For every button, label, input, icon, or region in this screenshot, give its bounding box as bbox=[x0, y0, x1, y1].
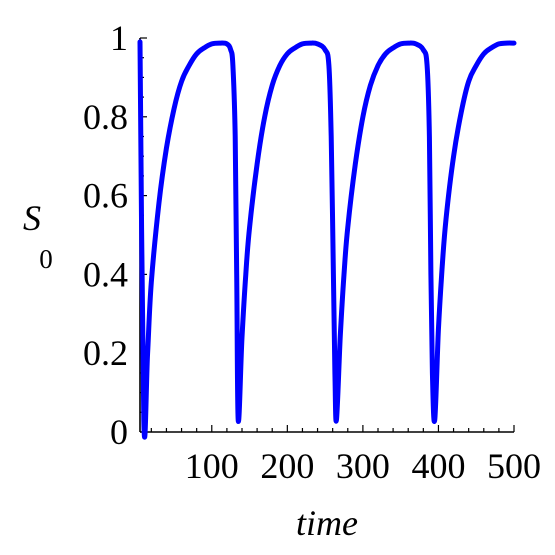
x-tick-labels: 100 200 300 400 500 bbox=[185, 446, 541, 486]
x-tick-label: 200 bbox=[260, 446, 314, 486]
y-tick-label: 0.4 bbox=[83, 254, 128, 294]
y-axis-title: S bbox=[23, 198, 41, 238]
x-axis-ticks bbox=[150, 425, 515, 432]
series-line-0 bbox=[137, 39, 517, 440]
x-tick-label: 100 bbox=[185, 446, 239, 486]
y-tick-label: 0.8 bbox=[83, 97, 128, 137]
series-layer bbox=[137, 39, 517, 440]
y-axis-title-subscript: 0 bbox=[39, 244, 53, 274]
y-tick-label: 0.6 bbox=[83, 176, 128, 216]
x-tick-label: 500 bbox=[487, 446, 541, 486]
y-tick-labels: 0 0.2 0.4 0.6 0.8 1 bbox=[83, 18, 128, 452]
y-tick-label: 0 bbox=[110, 412, 128, 452]
x-axis-title: time bbox=[296, 503, 358, 543]
y-tick-label: 0.2 bbox=[83, 333, 128, 373]
y-tick-label: 1 bbox=[110, 18, 128, 58]
x-tick-label: 300 bbox=[336, 446, 390, 486]
x-tick-label: 400 bbox=[411, 446, 465, 486]
